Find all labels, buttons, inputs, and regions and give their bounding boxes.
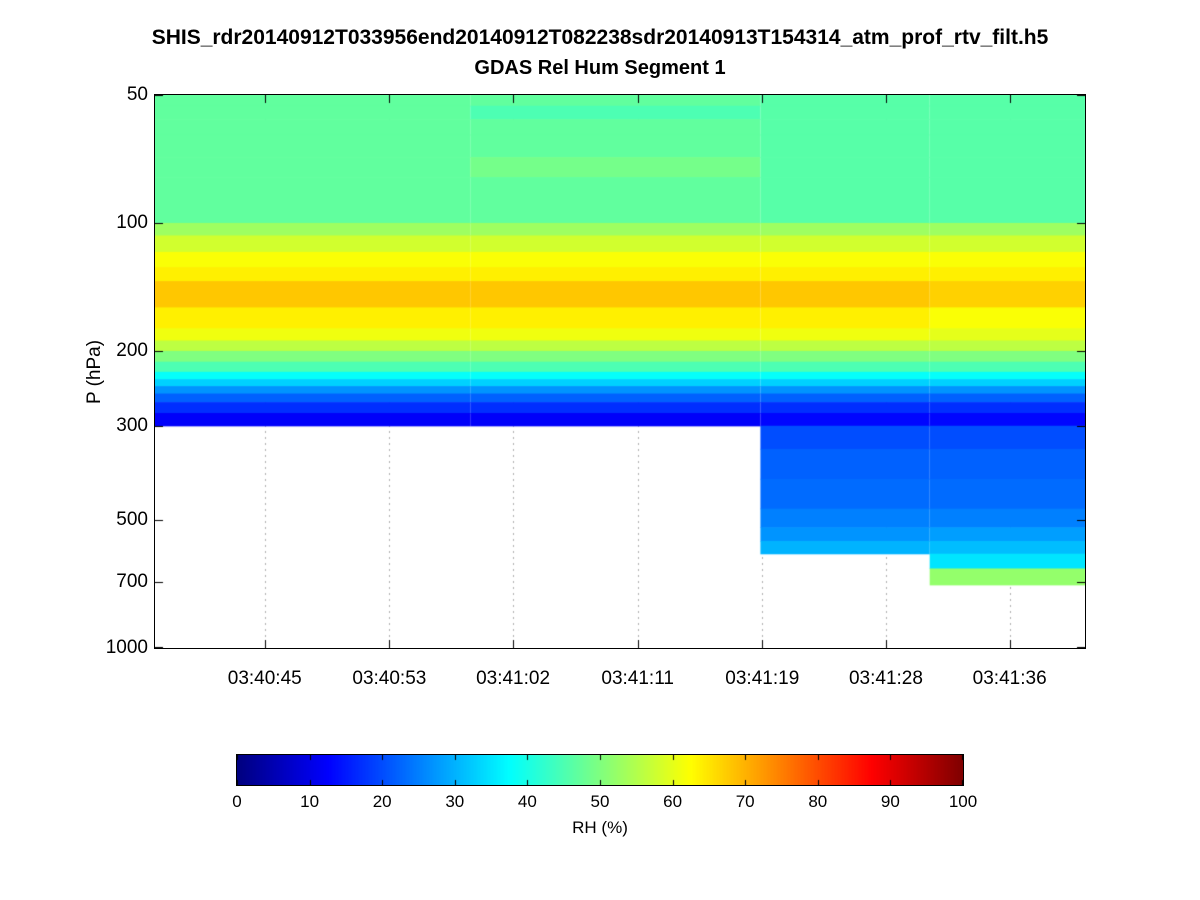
y-tick-label: 500 bbox=[116, 509, 148, 531]
colorbar-tick-label: 60 bbox=[663, 792, 683, 811]
colorbar-tick-label: 0 bbox=[232, 792, 242, 811]
colorbar bbox=[236, 754, 964, 786]
figure-subtitle: GDAS Rel Hum Segment 1 bbox=[474, 57, 726, 79]
colorbar-tick-label: 10 bbox=[300, 792, 320, 811]
colorbar-tick-label: 30 bbox=[445, 792, 465, 811]
colorbar-tick-label: 90 bbox=[880, 792, 900, 811]
x-tick-label: 03:41:19 bbox=[725, 668, 800, 689]
y-tick-label: 300 bbox=[116, 414, 148, 436]
colorbar-label: RH (%) bbox=[572, 818, 628, 837]
x-tick-label: 03:41:02 bbox=[476, 668, 551, 689]
x-tick-label: 03:41:28 bbox=[848, 668, 923, 689]
x-tick-label: 03:40:45 bbox=[227, 668, 302, 689]
colorbar-tick-label: 40 bbox=[517, 792, 537, 811]
y-tick-label: 50 bbox=[126, 84, 148, 105]
x-tick-label: 03:41:11 bbox=[601, 668, 674, 689]
colorbar-tick-label: 100 bbox=[948, 792, 978, 811]
y-tick-label: 200 bbox=[116, 339, 148, 361]
y-tick-label: 700 bbox=[116, 571, 148, 593]
plot-area bbox=[154, 94, 1086, 649]
heatmap-canvas bbox=[154, 94, 1086, 649]
colorbar-tick-label: 20 bbox=[372, 792, 392, 811]
y-tick-label: 100 bbox=[116, 211, 148, 233]
colorbar-canvas bbox=[236, 754, 964, 786]
colorbar-tick-label: 50 bbox=[590, 792, 610, 811]
y-tick-label: 1000 bbox=[105, 637, 148, 658]
x-tick-label: 03:41:36 bbox=[972, 668, 1047, 689]
figure-title-filename: SHIS_rdr20140912T033956end20140912T08223… bbox=[151, 26, 1049, 49]
colorbar-tick-label: 70 bbox=[735, 792, 755, 811]
colorbar-tick-label: 80 bbox=[808, 792, 828, 811]
x-tick-label: 03:40:53 bbox=[352, 668, 427, 689]
